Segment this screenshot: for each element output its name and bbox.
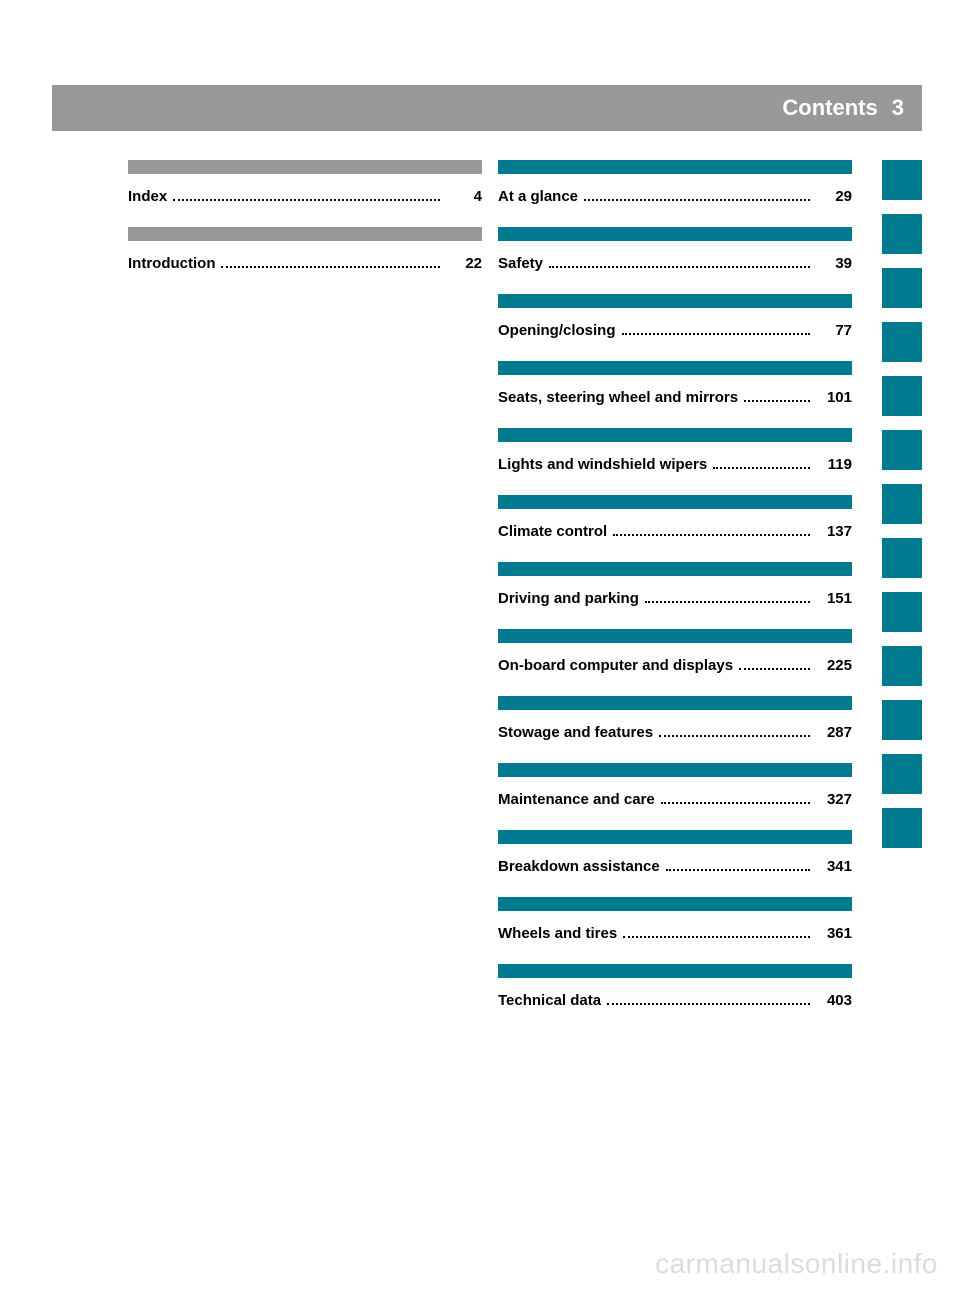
chapter-tab[interactable]: [882, 538, 922, 578]
header-title: Contents: [782, 95, 877, 121]
manual-contents-page: Contents 3 Index 4 Introduction 22 At a gla…: [0, 0, 960, 1302]
section-divider-bar: [498, 294, 852, 308]
toc-right-column: At a glance 29 Safety 39 Opening/closing 77 Se…: [498, 160, 852, 1031]
header-page-number: 3: [892, 95, 904, 121]
chapter-tab[interactable]: [882, 700, 922, 740]
toc-entry-label: Safety: [498, 255, 543, 272]
toc-entry-page: 22: [446, 255, 482, 272]
toc-leader-dots: [549, 266, 810, 268]
toc-entry-label: Stowage and features: [498, 724, 653, 741]
toc-entry-label: Driving and parking: [498, 590, 639, 607]
toc-entry-label: Breakdown assistance: [498, 858, 660, 875]
toc-leader-dots: [661, 802, 810, 804]
toc-entry[interactable]: Opening/closing 77: [498, 322, 852, 339]
toc-leader-dots: [659, 735, 810, 737]
toc-entry-label: Index: [128, 188, 167, 205]
toc-entry-page: 119: [816, 456, 852, 473]
toc-entry-label: Lights and windshield wipers: [498, 456, 707, 473]
toc-entry[interactable]: Technical data 403: [498, 992, 852, 1009]
section-divider-bar: [498, 763, 852, 777]
toc-leader-dots: [584, 199, 810, 201]
toc-entry[interactable]: Maintenance and care 327: [498, 791, 852, 808]
toc-entry[interactable]: Driving and parking 151: [498, 590, 852, 607]
toc-entry-label: Wheels and tires: [498, 925, 617, 942]
toc-entry[interactable]: Seats, steering wheel and mirrors 101: [498, 389, 852, 406]
section-divider-bar: [498, 361, 852, 375]
toc-entry[interactable]: Climate control 137: [498, 523, 852, 540]
toc-entry-label: Seats, steering wheel and mirrors: [498, 389, 738, 406]
section-divider-bar: [128, 227, 482, 241]
section-divider-bar: [498, 160, 852, 174]
toc-entry-label: At a glance: [498, 188, 578, 205]
toc-leader-dots: [607, 1003, 810, 1005]
section-divider-bar: [498, 428, 852, 442]
toc-leader-dots: [713, 467, 810, 469]
section-divider-bar: [498, 897, 852, 911]
chapter-tab[interactable]: [882, 430, 922, 470]
section-divider-bar: [498, 629, 852, 643]
toc-leader-dots: [613, 534, 810, 536]
chapter-tab[interactable]: [882, 808, 922, 848]
section-divider-bar: [498, 495, 852, 509]
toc-entry-page: 403: [816, 992, 852, 1009]
toc-entry-label: Introduction: [128, 255, 215, 272]
chapter-tab[interactable]: [882, 160, 922, 200]
chapter-tab[interactable]: [882, 322, 922, 362]
toc-entry[interactable]: Stowage and features 287: [498, 724, 852, 741]
section-divider-bar: [498, 696, 852, 710]
toc-leader-dots: [623, 936, 810, 938]
chapter-tab[interactable]: [882, 268, 922, 308]
toc-entry-page: 287: [816, 724, 852, 741]
section-divider-bar: [498, 562, 852, 576]
chapter-tab[interactable]: [882, 754, 922, 794]
toc-entry-page: 39: [816, 255, 852, 272]
toc-left-column: Index 4 Introduction 22: [128, 160, 482, 1031]
toc-leader-dots: [744, 400, 810, 402]
toc-entry[interactable]: Index 4: [128, 188, 482, 205]
toc-entry-page: 4: [446, 188, 482, 205]
chapter-tab[interactable]: [882, 592, 922, 632]
toc-entry-page: 101: [816, 389, 852, 406]
toc-entry-page: 225: [816, 657, 852, 674]
toc-entry-label: Technical data: [498, 992, 601, 1009]
toc-entry[interactable]: Wheels and tires 361: [498, 925, 852, 942]
toc-entry[interactable]: Lights and windshield wipers 119: [498, 456, 852, 473]
chapter-tabs: [882, 160, 922, 848]
toc-entry-label: On-board computer and displays: [498, 657, 733, 674]
section-divider-bar: [128, 160, 482, 174]
chapter-tab[interactable]: [882, 646, 922, 686]
toc-entry[interactable]: Safety 39: [498, 255, 852, 272]
toc-leader-dots: [173, 199, 440, 201]
toc-leader-dots: [221, 266, 440, 268]
toc-entry-page: 361: [816, 925, 852, 942]
toc-entry-page: 29: [816, 188, 852, 205]
toc-entry-page: 341: [816, 858, 852, 875]
toc-entry[interactable]: On-board computer and displays 225: [498, 657, 852, 674]
header-bar: Contents 3: [52, 85, 922, 131]
toc-leader-dots: [645, 601, 810, 603]
toc-entry-page: 77: [816, 322, 852, 339]
chapter-tab[interactable]: [882, 376, 922, 416]
toc-leader-dots: [666, 869, 810, 871]
toc-entry[interactable]: Breakdown assistance 341: [498, 858, 852, 875]
toc-entry-page: 151: [816, 590, 852, 607]
toc-entry-label: Climate control: [498, 523, 607, 540]
section-divider-bar: [498, 964, 852, 978]
toc-leader-dots: [622, 333, 810, 335]
toc-entry-label: Maintenance and care: [498, 791, 655, 808]
toc-entry[interactable]: Introduction 22: [128, 255, 482, 272]
section-divider-bar: [498, 830, 852, 844]
toc-entry-label: Opening/closing: [498, 322, 616, 339]
toc-columns: Index 4 Introduction 22 At a glance 29 Safety…: [128, 160, 852, 1031]
toc-entry[interactable]: At a glance 29: [498, 188, 852, 205]
chapter-tab[interactable]: [882, 214, 922, 254]
toc-entry-page: 327: [816, 791, 852, 808]
toc-entry-page: 137: [816, 523, 852, 540]
watermark-text: carmanualsonline.info: [655, 1248, 938, 1280]
toc-leader-dots: [739, 668, 810, 670]
chapter-tab[interactable]: [882, 484, 922, 524]
section-divider-bar: [498, 227, 852, 241]
